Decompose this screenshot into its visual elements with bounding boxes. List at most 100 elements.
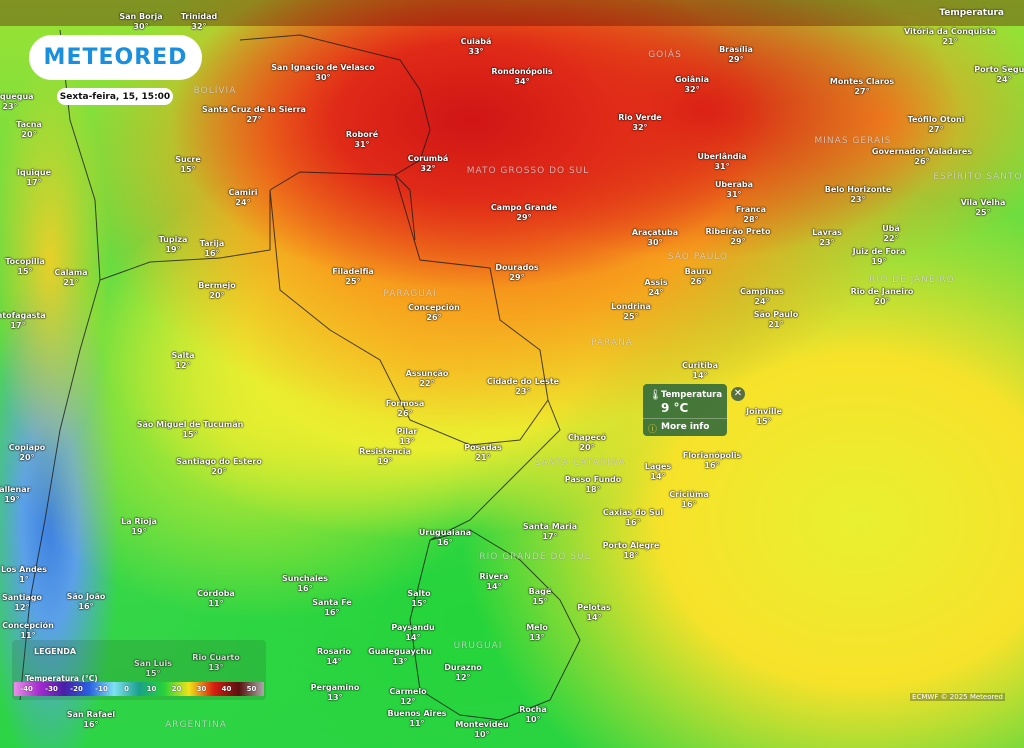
more-info-link[interactable]: More info bbox=[661, 422, 710, 432]
city-label[interactable]: Rosario 14° bbox=[317, 647, 351, 667]
city-label[interactable]: Tacna 20° bbox=[16, 120, 42, 140]
city-label[interactable]: Cuiabá 33° bbox=[461, 37, 492, 57]
city-label[interactable]: San Ignacio de Velasco 30° bbox=[271, 63, 374, 83]
city-label[interactable]: Uberlândia 31° bbox=[697, 152, 746, 172]
city-label[interactable]: Rio Verde 32° bbox=[618, 113, 661, 133]
city-label[interactable]: Gualeguaychu 13° bbox=[368, 647, 432, 667]
city-label[interactable]: Campinas 24° bbox=[740, 287, 784, 307]
city-label[interactable]: Ubá 22° bbox=[882, 224, 900, 244]
city-label[interactable]: Córdoba 11° bbox=[197, 589, 235, 609]
city-label[interactable]: Formosa 26° bbox=[386, 399, 425, 419]
city-label[interactable]: São Paulo 21° bbox=[754, 310, 798, 330]
city-label[interactable]: Rivera 14° bbox=[480, 572, 509, 592]
city-label[interactable]: Santa Maria 17° bbox=[523, 522, 577, 542]
city-label[interactable]: Joinville 15° bbox=[746, 407, 782, 427]
city-label[interactable]: Londrina 25° bbox=[611, 302, 651, 322]
city-label[interactable]: Rocha 10° bbox=[519, 705, 547, 725]
city-label[interactable]: Franca 28° bbox=[736, 205, 766, 225]
close-icon[interactable]: ✕ bbox=[731, 387, 745, 401]
city-label[interactable]: Vallenar19° bbox=[0, 485, 31, 505]
city-label[interactable]: Tarija 16° bbox=[200, 239, 225, 259]
city-label[interactable]: Concepción 11° bbox=[2, 621, 54, 641]
city-label[interactable]: Lavras 23° bbox=[812, 228, 842, 248]
city-label[interactable]: Criciúma 16° bbox=[669, 490, 708, 510]
city-label[interactable]: Passo Fundo 18° bbox=[565, 475, 622, 495]
city-label[interactable]: San Borja 30° bbox=[119, 12, 162, 32]
city-label[interactable]: Caxias do Sul 16° bbox=[603, 508, 663, 528]
city-label[interactable]: Teófilo Otoni 27° bbox=[908, 115, 965, 135]
city-label[interactable]: Lages 14° bbox=[645, 462, 671, 482]
city-label[interactable]: Bagé 15° bbox=[529, 587, 552, 607]
city-label[interactable]: La Rioja 19° bbox=[121, 517, 157, 537]
city-label[interactable]: Rio Cuarto 13° bbox=[192, 653, 239, 673]
city-label[interactable]: Brasília 29° bbox=[719, 45, 753, 65]
city-label[interactable]: Salta 12° bbox=[171, 351, 194, 371]
city-label[interactable]: Pilar 13° bbox=[397, 427, 418, 447]
city-label[interactable]: Governador Valadares 26° bbox=[872, 147, 972, 167]
city-label[interactable]: Campo Grande 29° bbox=[491, 203, 557, 223]
city-label[interactable]: Pergamino 13° bbox=[311, 683, 360, 703]
city-label[interactable]: Camiri 24° bbox=[228, 188, 257, 208]
city-label[interactable]: Cidade do Leste 23° bbox=[487, 377, 559, 397]
city-label[interactable]: Calama 21° bbox=[54, 268, 87, 288]
city-label[interactable]: Dourados 29° bbox=[495, 263, 538, 283]
city-label[interactable]: Montes Claros 27° bbox=[830, 77, 894, 97]
city-label[interactable]: Tocopilla 15° bbox=[5, 257, 44, 277]
city-label[interactable]: Posadas 21° bbox=[464, 443, 501, 463]
city-label[interactable]: Trinidad 32° bbox=[181, 12, 218, 32]
city-label[interactable]: Bauru 26° bbox=[685, 267, 712, 287]
city-label[interactable]: Goiânia 32° bbox=[675, 75, 709, 95]
city-label[interactable]: Santa Cruz de la Sierra 27° bbox=[202, 105, 306, 125]
city-label[interactable]: Melo 13° bbox=[526, 623, 548, 643]
city-label[interactable]: Durazno 12° bbox=[444, 663, 482, 683]
city-label[interactable]: Juiz de Fora 19° bbox=[853, 247, 906, 267]
city-label[interactable]: Pelotas 14° bbox=[577, 603, 611, 623]
city-label[interactable]: Porto Seguro24° bbox=[974, 65, 1024, 85]
city-label[interactable]: Vila Velha 25° bbox=[961, 198, 1006, 218]
city-label[interactable]: Filadelfia 25° bbox=[332, 267, 374, 287]
city-label[interactable]: Assis 24° bbox=[644, 278, 667, 298]
city-label[interactable]: Araçatuba 30° bbox=[632, 228, 678, 248]
city-label[interactable]: Concepción 26° bbox=[408, 303, 460, 323]
city-label[interactable]: Porto Alegre 18° bbox=[603, 541, 660, 561]
city-label[interactable]: Uberaba 31° bbox=[715, 180, 753, 200]
city-label[interactable]: Moquegua23° bbox=[0, 92, 34, 112]
city-label[interactable]: Rio de Janeiro 20° bbox=[851, 287, 914, 307]
city-label[interactable]: Sunchales 16° bbox=[282, 574, 328, 594]
city-label[interactable]: Buenos Aires 11° bbox=[387, 709, 446, 729]
meteored-logo[interactable]: METEORED bbox=[29, 35, 202, 80]
city-name: Uberlândia bbox=[697, 152, 747, 161]
city-label[interactable]: Resistencia 19° bbox=[359, 447, 411, 467]
city-label[interactable]: São João 16° bbox=[67, 592, 106, 612]
city-label[interactable]: Iquique 17° bbox=[17, 168, 51, 188]
city-label[interactable]: Ribeirão Preto 29° bbox=[706, 227, 771, 247]
city-label[interactable]: Salto 15° bbox=[407, 589, 430, 609]
city-label[interactable]: San Luis 15° bbox=[134, 659, 172, 679]
city-label[interactable]: Bermejo 20° bbox=[198, 281, 235, 301]
city-label[interactable]: Vitória da Conquista 21° bbox=[904, 27, 996, 47]
city-label[interactable]: San Rafael 16° bbox=[67, 710, 115, 730]
city-label[interactable]: Santiago 12° bbox=[2, 593, 42, 613]
city-label[interactable]: Belo Horizonte 23° bbox=[825, 185, 892, 205]
city-label[interactable]: São Miguel de Tucumán 15° bbox=[137, 420, 244, 440]
city-label[interactable]: Antofagasta17° bbox=[0, 311, 46, 331]
city-label[interactable]: Paysandu 14° bbox=[391, 623, 434, 643]
city-label[interactable]: Santa Fe 16° bbox=[312, 598, 351, 618]
city-label[interactable]: Rondonópolis 34° bbox=[491, 67, 552, 87]
city-label[interactable]: Los Andes 1° bbox=[1, 565, 47, 585]
city-label[interactable]: Roboré 31° bbox=[346, 130, 378, 150]
city-label[interactable]: Uruguaiana 16° bbox=[419, 528, 471, 548]
city-label[interactable]: Carmelo 12° bbox=[389, 687, 426, 707]
city-label[interactable]: Sucre 15° bbox=[175, 155, 201, 175]
city-label[interactable]: Florianópolis 16° bbox=[683, 451, 741, 471]
city-label[interactable]: Montevidéu 10° bbox=[455, 720, 508, 740]
forecast-datetime[interactable]: Sexta-feira, 15, 15:00 bbox=[57, 88, 173, 105]
city-label[interactable]: Assunção 22° bbox=[406, 369, 449, 389]
city-label[interactable]: Curitiba 14° bbox=[682, 361, 718, 381]
city-label[interactable]: Copiapo 20° bbox=[9, 443, 45, 463]
city-label[interactable]: Chapecó 20° bbox=[568, 433, 606, 453]
city-label[interactable]: Tupiza 19° bbox=[159, 235, 188, 255]
city-label[interactable]: Corumbá 32° bbox=[408, 154, 448, 174]
city-label[interactable]: Santiago do Estero 20° bbox=[176, 457, 262, 477]
